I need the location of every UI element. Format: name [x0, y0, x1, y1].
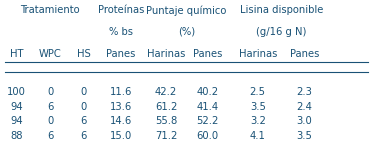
Text: Lisina disponible: Lisina disponible: [240, 5, 323, 15]
Text: 15.0: 15.0: [110, 131, 132, 141]
Text: Puntaje químico: Puntaje químico: [146, 5, 227, 16]
Text: 100: 100: [7, 87, 26, 97]
Text: 6: 6: [81, 116, 87, 126]
Text: % bs: % bs: [109, 27, 133, 37]
Text: Harinas: Harinas: [147, 49, 185, 59]
Text: 13.6: 13.6: [110, 102, 132, 112]
Text: 41.4: 41.4: [196, 102, 218, 112]
Text: 2.5: 2.5: [250, 87, 266, 97]
Text: 11.6: 11.6: [110, 87, 132, 97]
Text: 94: 94: [10, 116, 23, 126]
Text: 4.1: 4.1: [250, 131, 266, 141]
Text: 0: 0: [47, 87, 53, 97]
Text: Panes: Panes: [290, 49, 319, 59]
Text: Panes: Panes: [106, 49, 136, 59]
Text: 0: 0: [81, 102, 87, 112]
Text: Panes: Panes: [193, 49, 222, 59]
Text: HT: HT: [9, 49, 23, 59]
Text: 2.4: 2.4: [297, 102, 313, 112]
Text: HS: HS: [77, 49, 90, 59]
Text: 61.2: 61.2: [155, 102, 177, 112]
Text: 6: 6: [81, 131, 87, 141]
Text: Harinas: Harinas: [239, 49, 277, 59]
Text: WPC: WPC: [39, 49, 61, 59]
Text: (g/16 g N): (g/16 g N): [256, 27, 307, 37]
Text: (%): (%): [178, 27, 195, 37]
Text: 3.5: 3.5: [297, 131, 313, 141]
Text: 94: 94: [10, 102, 23, 112]
Text: 42.2: 42.2: [155, 87, 177, 97]
Text: 52.2: 52.2: [196, 116, 218, 126]
Text: 71.2: 71.2: [155, 131, 177, 141]
Text: 3.0: 3.0: [297, 116, 313, 126]
Text: 2.3: 2.3: [297, 87, 313, 97]
Text: 88: 88: [10, 131, 23, 141]
Text: 14.6: 14.6: [110, 116, 132, 126]
Text: 6: 6: [47, 131, 53, 141]
Text: Tratamiento: Tratamiento: [20, 5, 80, 15]
Text: 55.8: 55.8: [155, 116, 177, 126]
Text: 3.5: 3.5: [250, 102, 266, 112]
Text: 40.2: 40.2: [196, 87, 218, 97]
Text: 0: 0: [81, 87, 87, 97]
Text: 60.0: 60.0: [196, 131, 218, 141]
Text: 6: 6: [47, 102, 53, 112]
Text: 0: 0: [47, 116, 53, 126]
Text: 3.2: 3.2: [250, 116, 266, 126]
Text: Proteínas: Proteínas: [98, 5, 144, 15]
